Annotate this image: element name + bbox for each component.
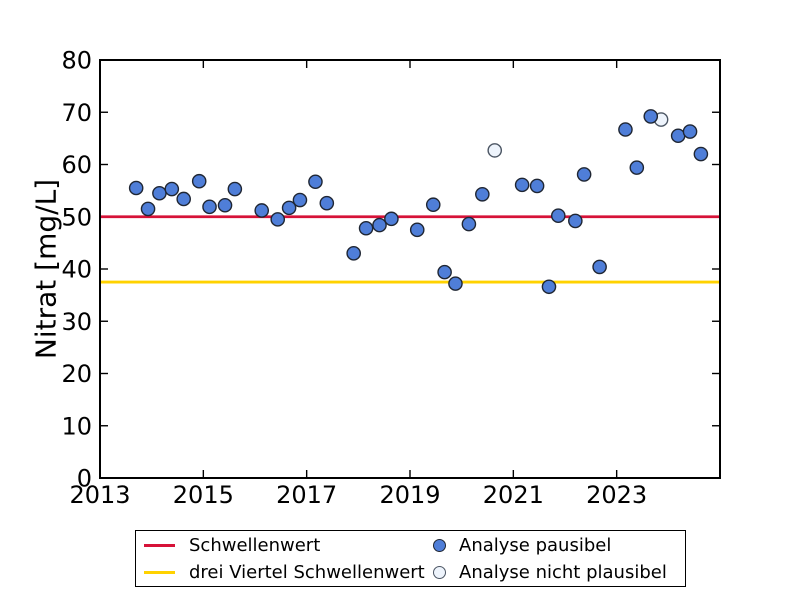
x-tick-label: 2023 [586,481,647,509]
legend-label-analyse-pausibel: Analyse pausibel [459,535,612,556]
data-point-analyse-pausibel [358,220,374,236]
data-point-analyse-pausibel [140,201,156,217]
data-point-analyse-pausibel [217,197,233,213]
data-point-analyse-pausibel [409,222,425,238]
data-point-analyse-pausibel [592,259,607,275]
data-point-analyse-pausibel [384,211,399,227]
data-point-analyse-pausibel [292,192,308,208]
y-tick-label: 40 [61,256,92,284]
data-point-analyse-pausibel [437,264,452,280]
y-tick-label: 60 [61,151,92,179]
data-point-analyse-pausibel [227,181,243,197]
legend-label-drei-viertel-schwellenwert: drei Viertel Schwellenwert [189,562,425,583]
plot-frame [99,59,721,479]
data-point-analyse-pausibel [629,160,645,175]
data-point-analyse-pausibel [164,181,180,197]
data-point-analyse-pausibel [270,212,286,227]
x-tick-label: 2013 [69,481,130,509]
x-tick-label: 2015 [173,481,234,509]
analyse-nicht-plausibel-marker-icon [433,566,446,579]
data-point-analyse-pausibel [693,146,709,162]
y-tick-label: 50 [61,203,92,231]
data-point-analyse-pausibel [514,177,530,193]
data-point-analyse-pausibel [461,216,477,232]
x-tick-label: 2017 [276,481,337,509]
data-point-analyse-pausibel [541,279,557,295]
y-axis-label: Nitrat [mg/L] [29,178,63,360]
data-point-analyse-pausibel [281,200,297,216]
data-point-analyse-pausibel [618,122,633,137]
data-point-analyse-pausibel [475,186,490,202]
y-tick-label: 30 [61,308,92,336]
data-point-analyse-pausibel [576,167,592,182]
data-point-analyse-pausibel [448,276,463,291]
data-point-analyse-pausibel [176,191,191,207]
data-point-analyse-pausibel [425,197,441,213]
data-point-analyse-pausibel [319,195,335,211]
data-point-analyse-pausibel [152,185,167,201]
data-point-analyse-pausibel [529,178,545,194]
data-point-analyse-pausibel [128,180,144,196]
y-tick-label: 10 [61,412,92,440]
legend-item-analyse-pausibel: Analyse pausibel [433,532,611,559]
legend-label-analyse-nicht-plausibel: Analyse nicht plausibel [459,562,667,583]
data-point-analyse-pausibel [682,124,698,139]
data-point-analyse-pausibel [372,217,387,233]
x-tick-label: 2021 [483,481,544,509]
data-point-analyse-pausibel [643,109,659,124]
data-point-analyse-nicht-plausibel [487,143,503,158]
data-point-analyse-pausibel [191,173,207,189]
y-tick-label: 70 [61,99,92,127]
data-point-analyse-pausibel [568,213,583,229]
data-point-analyse-pausibel [308,174,323,190]
data-point-analyse-pausibel [202,199,217,215]
legend-item-schwellenwert: Schwellenwert [144,532,320,559]
y-tick-label: 20 [61,360,92,388]
schwellenwert-line-swatch [144,544,175,547]
legend-item-drei-viertel-schwellenwert: drei Viertel Schwellenwert [144,559,425,586]
y-tick-label: 80 [61,47,92,75]
data-point-analyse-pausibel [550,208,566,224]
legend: Schwellenwert drei Viertel Schwellenwert… [135,530,686,587]
legend-label-schwellenwert: Schwellenwert [189,535,321,556]
data-point-analyse-pausibel [254,203,270,218]
x-tick-label: 2019 [379,481,440,509]
analyse-pausibel-marker-icon [433,539,446,552]
drei-viertel-schwellenwert-line-swatch [144,571,175,574]
y-tick-label: 0 [77,465,92,493]
data-point-analyse-pausibel [346,246,361,261]
legend-item-analyse-nicht-plausibel: Analyse nicht plausibel [433,559,667,586]
